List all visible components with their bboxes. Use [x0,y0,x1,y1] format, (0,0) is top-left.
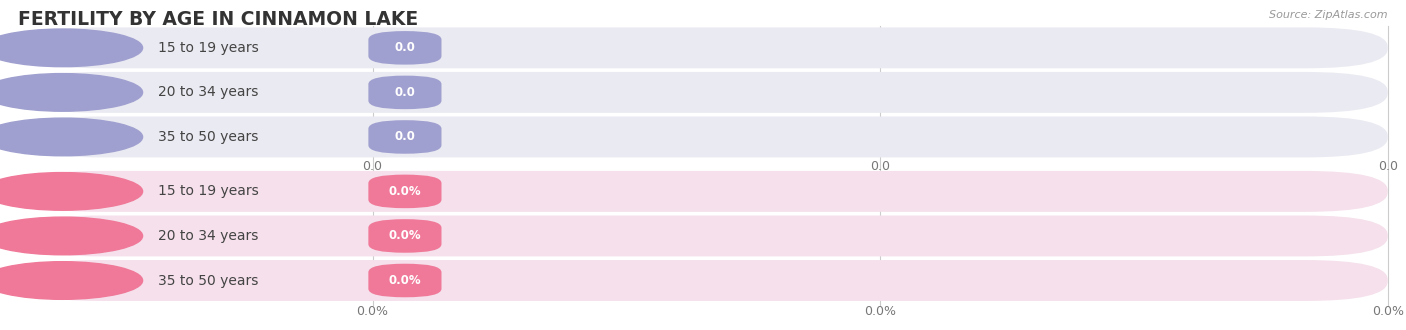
Text: 20 to 34 years: 20 to 34 years [157,85,259,99]
Text: 35 to 50 years: 35 to 50 years [157,274,259,287]
Circle shape [0,217,142,255]
Text: 0.0: 0.0 [870,160,890,173]
Circle shape [0,173,142,210]
FancyBboxPatch shape [368,219,441,253]
Text: 0.0%: 0.0% [1372,305,1403,318]
Text: 15 to 19 years: 15 to 19 years [157,184,259,198]
FancyBboxPatch shape [18,171,1388,212]
FancyBboxPatch shape [18,260,1388,301]
Circle shape [0,29,142,67]
FancyBboxPatch shape [368,31,441,65]
Text: 35 to 50 years: 35 to 50 years [157,130,259,144]
Text: 0.0%: 0.0% [388,229,422,243]
Text: 0.0%: 0.0% [388,274,422,287]
Text: 0.0: 0.0 [363,160,382,173]
FancyBboxPatch shape [368,120,441,154]
Text: 15 to 19 years: 15 to 19 years [157,41,259,55]
FancyBboxPatch shape [368,175,441,208]
Circle shape [0,118,142,156]
Text: FERTILITY BY AGE IN CINNAMON LAKE: FERTILITY BY AGE IN CINNAMON LAKE [18,10,419,29]
Text: 0.0: 0.0 [395,86,415,99]
FancyBboxPatch shape [18,27,1388,68]
Circle shape [0,74,142,111]
FancyBboxPatch shape [18,116,1388,157]
Text: Source: ZipAtlas.com: Source: ZipAtlas.com [1270,10,1388,20]
FancyBboxPatch shape [368,76,441,109]
Text: 0.0: 0.0 [395,130,415,144]
Text: 0.0%: 0.0% [388,185,422,198]
Text: 0.0%: 0.0% [357,305,388,318]
Text: 0.0: 0.0 [1378,160,1398,173]
Text: 20 to 34 years: 20 to 34 years [157,229,259,243]
FancyBboxPatch shape [18,72,1388,113]
Text: 0.0%: 0.0% [865,305,896,318]
Circle shape [0,262,142,299]
Text: 0.0: 0.0 [395,41,415,54]
FancyBboxPatch shape [368,264,441,297]
FancyBboxPatch shape [18,215,1388,256]
